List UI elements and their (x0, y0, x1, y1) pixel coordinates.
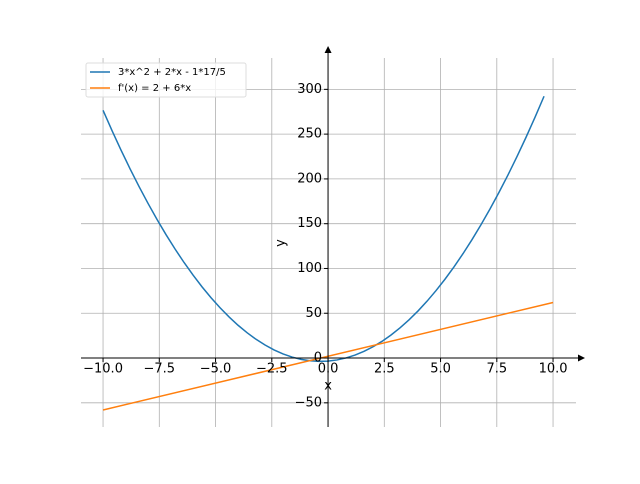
x-tick-label: −2.5 (256, 362, 288, 377)
y-tick-label: 50 (306, 306, 323, 321)
x-axis-arrow (578, 354, 585, 362)
y-tick-label: −50 (295, 395, 322, 410)
legend-box (85, 62, 247, 98)
x-tick-label: −10.0 (83, 362, 123, 377)
x-tick-label: −7.5 (144, 362, 176, 377)
legend-label: f'(x) = 2 + 6*x (118, 83, 191, 94)
axes: −10.0 −7.5 −5.0 −2.5 0.0 2.5 5.0 7.5 10.0−500501… (81, 46, 585, 427)
y-tick-label: 200 (297, 171, 322, 186)
x-tick-label: −5.0 (200, 362, 232, 377)
y-tick-label: 250 (297, 127, 322, 142)
series-line (102, 95, 545, 363)
x-tick-label: 2.5 (374, 362, 395, 377)
x-tick-label: 5.0 (430, 362, 451, 377)
x-axis-label: x (324, 379, 332, 394)
y-tick-label: 300 (297, 82, 322, 97)
legend: 3*x^2 + 2*x - 1*17/5 f'(x) = 2 + 6*x (85, 62, 247, 98)
y-tick-label: 100 (297, 261, 322, 276)
y-axis-label: y (274, 239, 289, 247)
y-axis-arrow (324, 46, 332, 53)
legend-label: 3*x^2 + 2*x - 1*17/5 (118, 67, 226, 78)
x-tick-label: 7.5 (486, 362, 507, 377)
y-tick-label: 150 (297, 216, 322, 231)
x-tick-label: 10.0 (539, 362, 568, 377)
